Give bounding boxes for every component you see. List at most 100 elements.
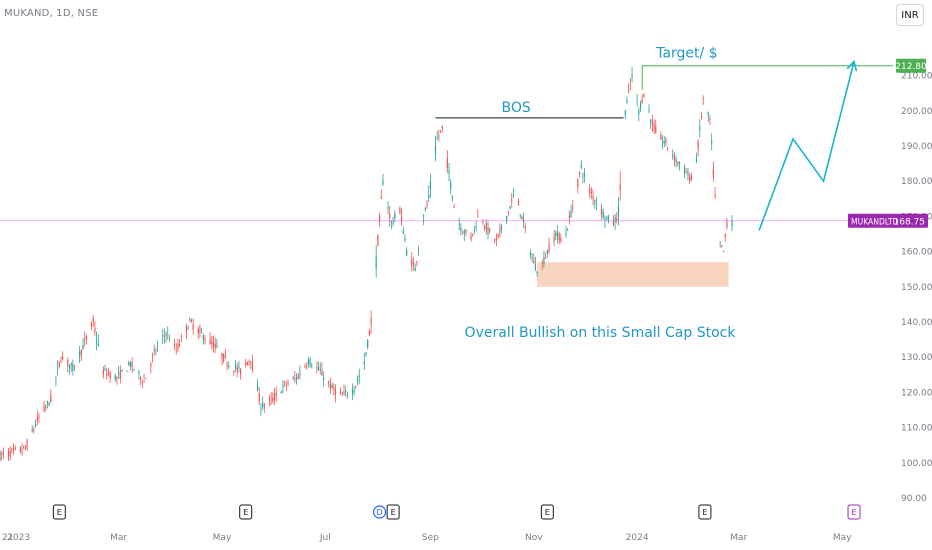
candle-body	[638, 110, 640, 115]
earnings-marker-box	[52, 504, 66, 520]
candle-body	[272, 397, 274, 402]
earnings-marker: E	[239, 504, 253, 520]
candle-body	[546, 250, 548, 254]
candle-body	[94, 327, 96, 332]
candle-body	[1, 453, 3, 455]
candle-body	[153, 349, 155, 352]
candle-body	[343, 391, 345, 394]
candle-body	[204, 339, 206, 341]
candle-body	[595, 203, 598, 205]
candle-body	[268, 398, 271, 400]
event-marker-label: E	[851, 508, 856, 517]
candle-body	[145, 377, 147, 379]
candle-body	[487, 226, 489, 234]
earnings-marker: E	[540, 504, 554, 520]
candle-body	[334, 389, 337, 396]
candle-body	[683, 167, 686, 174]
candle-body	[36, 417, 38, 421]
candle-body	[19, 447, 21, 452]
x-tick-label: 2023	[7, 533, 30, 543]
candle-body	[511, 199, 513, 202]
candle-body	[439, 130, 442, 132]
candle-body	[240, 368, 242, 375]
candle-body	[524, 226, 526, 229]
candle-body	[2, 452, 4, 455]
candle-body	[423, 219, 425, 221]
candle-body	[163, 335, 165, 337]
candle-body	[556, 231, 559, 237]
candle-body	[263, 404, 265, 407]
candle-body	[687, 171, 689, 176]
candle-body	[465, 230, 467, 233]
projection-path	[758, 61, 855, 231]
candle-body	[553, 236, 555, 242]
candle-body	[555, 233, 557, 237]
candle-body	[270, 397, 272, 399]
candle-body	[401, 216, 403, 222]
earnings-marker: E	[386, 504, 400, 520]
bos-label: BOS	[502, 100, 531, 116]
earnings-marker: E	[698, 504, 712, 520]
candle-body	[521, 215, 523, 220]
overall-bullish-note: Overall Bullish on this Small Cap Stock	[465, 325, 737, 341]
candle-body	[446, 158, 448, 168]
candle-body	[470, 235, 472, 240]
candle-body	[711, 140, 713, 144]
candle-body	[484, 225, 486, 228]
x-tick-label: Nov	[525, 533, 543, 543]
candle-body	[43, 406, 45, 411]
currency-button[interactable]: INR	[896, 4, 924, 26]
candle-body	[722, 250, 725, 252]
candle-body	[612, 222, 615, 226]
candle-body	[604, 218, 606, 221]
candle-body	[641, 99, 643, 103]
candle-body	[251, 361, 254, 371]
candle-body	[582, 175, 584, 177]
y-tick-label: 90.00	[901, 494, 927, 504]
candle-body	[434, 145, 437, 154]
candle-body	[216, 345, 218, 347]
candle-body	[167, 333, 169, 335]
candle-body	[294, 378, 296, 380]
y-tick-label: 190.00	[901, 142, 932, 152]
candle-body	[67, 359, 69, 366]
candle-body	[116, 376, 118, 379]
candle-body	[190, 319, 193, 323]
candle-body	[462, 233, 464, 235]
y-tick-label: 210.00	[901, 72, 932, 82]
candle-body	[114, 375, 116, 380]
candle-body	[155, 351, 157, 353]
candle-body	[129, 362, 132, 367]
candle-body	[238, 366, 240, 368]
candle-body	[285, 384, 287, 386]
candle-body	[458, 224, 460, 225]
candle-body	[316, 367, 318, 369]
candle-body	[168, 340, 171, 342]
candle-body	[341, 394, 343, 396]
candle-body	[258, 393, 260, 402]
candle-body	[624, 110, 626, 116]
candle-body	[189, 318, 191, 321]
candle-body	[304, 366, 306, 368]
candle-body	[295, 377, 298, 380]
candle-body	[307, 359, 309, 365]
candle-body	[673, 153, 676, 161]
event-marker-label: E	[545, 508, 550, 517]
candle-body	[451, 196, 454, 200]
x-tick-label: Sep	[422, 533, 439, 543]
candle-body	[346, 395, 348, 396]
candles	[0, 66, 733, 462]
candle-body	[429, 181, 431, 189]
candle-body	[92, 318, 94, 322]
candle-body	[617, 206, 620, 215]
candle-body	[21, 450, 23, 452]
candle-body	[529, 252, 531, 256]
candle-body	[399, 207, 401, 214]
candle-body	[34, 424, 37, 426]
y-tick-label: 100.00	[901, 459, 932, 469]
candle-body	[594, 200, 596, 202]
target-price-tag-bg	[896, 58, 926, 73]
